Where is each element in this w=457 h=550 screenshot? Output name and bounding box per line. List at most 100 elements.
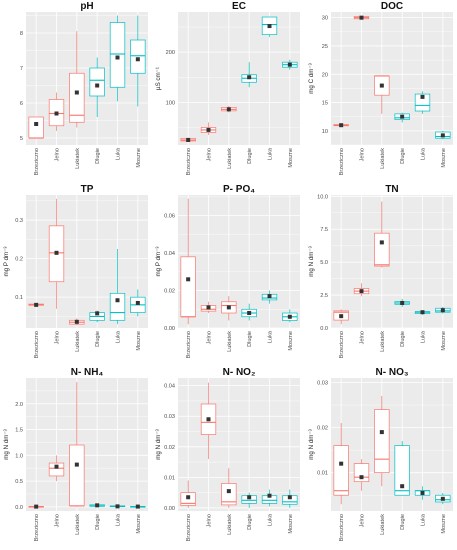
box-brzeziczno — [180, 198, 196, 325]
plot-background — [26, 378, 148, 511]
x-tick-label: Moszne — [136, 514, 142, 534]
box-jelno — [353, 15, 370, 20]
y-tick-label: 0.00 — [164, 326, 175, 332]
chart-svg: 0.0 2.5 5.0 7.5 10.0 Brzeziczno Jelno Lukiatek D… — [308, 184, 453, 358]
x-tick-label: Luka — [116, 330, 122, 343]
y-tick-label: 100 — [166, 100, 175, 106]
mean-marker — [400, 114, 405, 119]
panel-title: TP — [81, 184, 94, 195]
plot-background — [331, 195, 453, 328]
chart-panel: 0.0 2.5 5.0 7.5 10.0 Brzeziczno Jelno Lukiatek D… — [305, 183, 457, 366]
y-axis-label: mg N dm⁻³ — [308, 246, 315, 276]
mean-marker — [186, 277, 191, 282]
mean-marker — [206, 305, 211, 310]
y-tick-label: 7.5 — [320, 227, 328, 233]
x-tick-label: Luka — [268, 330, 274, 343]
chart-panel: 0.1 0.2 0.3 Brzeziczno Jelno Lukiatek Dlugie Lu… — [0, 183, 152, 366]
x-tick-label: Jelno — [360, 148, 366, 161]
x-tick-label: Luka — [268, 147, 274, 160]
box-body — [221, 483, 237, 506]
plot-background — [178, 195, 300, 328]
x-tick-label: Brzeziczno — [34, 331, 40, 358]
mean-marker — [359, 15, 364, 20]
mean-marker — [379, 240, 384, 245]
box-brzeziczno — [333, 309, 349, 325]
box-brzeziczno — [180, 137, 196, 142]
y-tick-label: 20 — [322, 72, 328, 78]
x-tick-label: Dlugie — [95, 331, 101, 347]
mean-marker — [400, 300, 405, 305]
mean-marker — [226, 489, 231, 494]
chart-panel: 5 6 7 8 Brzeziczno Jelno Lukiatek Dlugie Luka Mos… — [0, 0, 152, 183]
mean-marker — [287, 314, 292, 319]
panel-title: N- NH₄ — [71, 367, 104, 378]
chart-svg: 0.01 0.02 0.03 Brzeziczno Jelno Lukiatek Dlugi… — [308, 367, 453, 541]
box-body — [374, 232, 390, 267]
x-tick-label: Dlugie — [247, 331, 253, 347]
panel-title: pH — [80, 1, 93, 12]
y-axis-label: mg N dm⁻³ — [3, 429, 10, 459]
mean-marker — [440, 496, 445, 501]
box-lukiatek — [374, 201, 390, 268]
y-axis-label: mg N dm⁻³ — [155, 429, 162, 459]
box-luka — [109, 504, 126, 509]
box-body — [374, 409, 390, 474]
y-tick-label: 1.5 — [15, 428, 23, 434]
x-tick-label: Jelno — [55, 331, 61, 344]
x-tick-label: Dlugie — [247, 148, 253, 164]
box-body — [28, 116, 44, 139]
mean-marker — [339, 123, 344, 128]
plot-background — [26, 12, 148, 145]
mean-marker — [226, 305, 231, 310]
box-body — [69, 444, 85, 507]
chart-svg: 10 15 20 25 30 Brzeziczno Jelno Lukiatek Dlugie L… — [308, 1, 453, 175]
box-moszne — [282, 489, 298, 508]
x-tick-label: Lukiatek — [75, 514, 81, 535]
mean-marker — [206, 417, 211, 422]
y-tick-label: 25 — [322, 44, 328, 50]
y-tick-label: 0.02 — [317, 426, 328, 432]
box-lukiatek — [221, 296, 237, 321]
y-axis-label: mg P dm⁻³ — [155, 247, 162, 277]
x-tick-label: Luka — [268, 513, 274, 526]
x-tick-label: Moszne — [441, 148, 447, 168]
mean-marker — [34, 302, 39, 307]
mean-marker — [95, 503, 100, 508]
x-tick-label: Brzeziczno — [186, 148, 192, 175]
x-tick-label: Dlugie — [400, 331, 406, 347]
y-tick-label: 1.0 — [15, 453, 23, 459]
box-body — [414, 93, 431, 112]
box-moszne — [282, 309, 298, 323]
chart-svg: 5 6 7 8 Brzeziczno Jelno Lukiatek Dlugie Luka Mos… — [20, 1, 148, 175]
panel-title: TN — [385, 184, 398, 195]
x-tick-label: Moszne — [288, 148, 294, 168]
box-body — [48, 462, 65, 477]
mean-marker — [247, 311, 252, 316]
y-tick-label: 0.0 — [15, 505, 23, 511]
mean-marker — [206, 127, 211, 132]
x-tick-label: Jelno — [55, 514, 61, 527]
mean-marker — [267, 294, 272, 299]
mean-marker — [420, 490, 425, 495]
x-tick-label: Brzeziczno — [34, 148, 40, 175]
box-body — [333, 445, 349, 496]
plot-background — [178, 378, 300, 511]
y-tick-label: 0.03 — [164, 414, 175, 420]
x-tick-label: Brzeziczno — [339, 148, 345, 175]
box-moszne — [435, 306, 451, 314]
mean-marker — [440, 133, 445, 138]
y-tick-label: 0.3 — [15, 218, 23, 224]
box-body — [180, 256, 196, 318]
x-tick-label: Dlugie — [400, 148, 406, 164]
mean-marker — [54, 464, 59, 469]
box-jelno — [353, 459, 370, 491]
box-moszne — [435, 492, 451, 505]
y-tick-label: 30 — [322, 16, 328, 22]
box-dlugie — [241, 492, 257, 508]
mean-marker — [379, 430, 384, 435]
mean-marker — [440, 308, 445, 313]
box-dlugie — [89, 503, 105, 508]
mean-marker — [95, 311, 100, 316]
y-tick-label: 0.02 — [164, 445, 175, 451]
box-luka — [414, 486, 431, 500]
